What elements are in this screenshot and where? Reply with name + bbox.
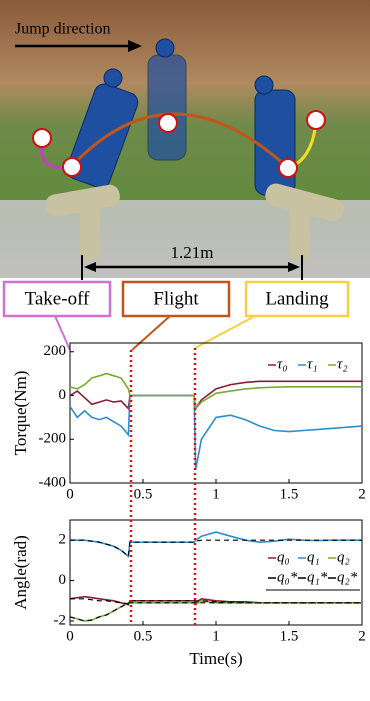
legend-label: q₁* <box>307 569 328 585</box>
legend-box <box>266 548 360 590</box>
legend-label: q₂* <box>337 569 358 585</box>
arrow-head <box>128 40 142 52</box>
y-tick-label: 0 <box>59 572 67 588</box>
legend: τ₀ τ₁ τ₂ <box>268 356 348 372</box>
y-tick-label: -200 <box>39 431 67 447</box>
series-line <box>69 602 362 622</box>
x-tick-label: 2 <box>358 628 366 644</box>
y-tick-label: -400 <box>39 474 67 490</box>
legend: q₀ q₁ q₂ q₀* q₁* q₂* <box>266 548 360 591</box>
photo: Jump direction 1.21m <box>0 0 370 280</box>
phase-label: Flight <box>153 288 199 309</box>
x-tick-label: 0 <box>66 628 74 644</box>
direction-label: Jump direction <box>15 21 111 38</box>
y-axis-label: Torque(Nm) <box>11 371 30 456</box>
x-axis-label: Time(s) <box>189 649 242 668</box>
legend-label: q₁ <box>307 549 320 565</box>
legend-label: q₂ <box>337 549 350 565</box>
x-tick-label: 2 <box>358 486 366 502</box>
callout-line <box>54 315 71 351</box>
y-tick-label: 2 <box>59 532 67 548</box>
phase-box <box>121 280 231 318</box>
callout-line <box>131 315 171 351</box>
series-line <box>69 372 362 411</box>
legs <box>45 183 344 260</box>
legend-label: τ₀ <box>277 356 288 372</box>
phase-box <box>2 280 112 318</box>
y-tick-label: 200 <box>44 343 67 359</box>
phase-box <box>244 280 350 318</box>
legend-label: τ₂ <box>337 356 348 372</box>
phase-callouts: Take-off Flight Landing <box>2 280 350 351</box>
x-tick-label: 0 <box>66 486 74 502</box>
series-line <box>70 539 362 558</box>
trajectory-flight <box>68 112 290 170</box>
y-tick-label: -2 <box>54 612 67 628</box>
x-tick-label: 1.5 <box>280 628 299 644</box>
com-markers <box>32 110 326 178</box>
x-tick-label: 0.5 <box>134 628 153 644</box>
series-line <box>69 394 363 471</box>
legend-label: q₀ <box>277 549 290 565</box>
legend-label: q₀* <box>277 569 298 585</box>
series-line <box>69 380 362 411</box>
x-tick-label: 1 <box>212 486 220 502</box>
y-tick-label: 0 <box>59 387 67 403</box>
phase-label: Take-off <box>25 288 90 309</box>
y-axis-label: Angle(rad) <box>11 535 30 610</box>
robots <box>66 38 296 196</box>
x-tick-label: 1.5 <box>280 486 299 502</box>
x-tick-label: 0.5 <box>134 486 153 502</box>
x-tick-label: 1 <box>212 628 220 644</box>
legend-label: τ₁ <box>307 356 318 372</box>
distance-label: 1.21m <box>171 243 214 262</box>
plot-frame <box>69 342 363 484</box>
phase-label: Landing <box>265 288 329 309</box>
series-line <box>70 598 362 605</box>
